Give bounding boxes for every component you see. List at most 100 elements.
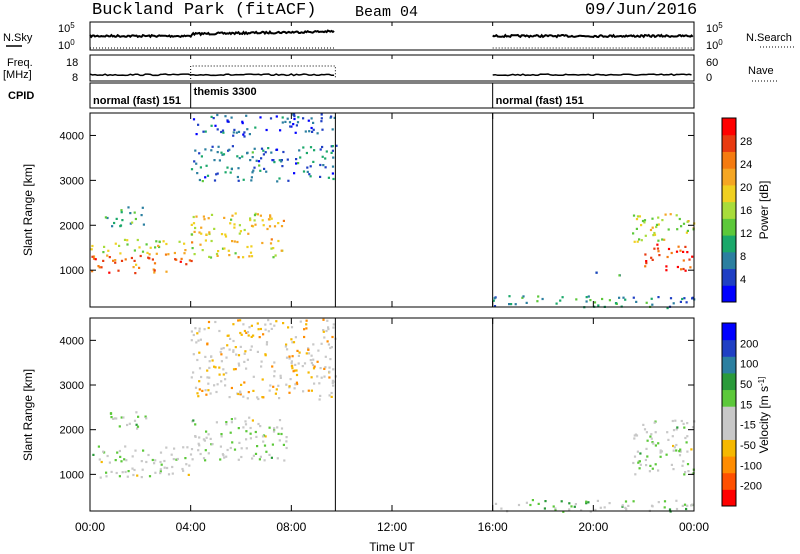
echo-cell [278, 419, 282, 422]
echo-cell [237, 179, 240, 182]
echo-cell [320, 342, 323, 345]
echo-cell [194, 435, 197, 438]
echo-cell [239, 345, 242, 348]
echo-cell [192, 419, 195, 422]
echo-cell [596, 499, 599, 502]
cpid-panel: CPID normal (fast) 151 themis 3300 normal … [8, 82, 695, 109]
echo-cell [651, 467, 654, 470]
echo-cell [179, 260, 182, 263]
echo-cell [119, 252, 122, 255]
echo-cell [115, 471, 118, 475]
echo-cell [159, 470, 162, 473]
echo-cell [187, 473, 190, 476]
echo-cell [237, 167, 240, 170]
echo-cell [250, 255, 254, 258]
echo-cell [645, 260, 648, 263]
echo-cell [250, 345, 253, 348]
echo-cell [195, 133, 198, 136]
echo-cell [216, 128, 219, 131]
echo-cell [214, 124, 217, 127]
echo-cell [269, 242, 273, 245]
echo-cell [136, 427, 139, 430]
echo-cell [247, 391, 250, 394]
echo-cell [651, 441, 654, 444]
echo-cell [185, 263, 188, 266]
echo-cell [295, 381, 298, 384]
echo-cell [259, 214, 262, 217]
echo-cell [632, 500, 635, 503]
echo-cell [277, 384, 280, 387]
echo-cell [267, 218, 271, 221]
echo-cell [120, 211, 123, 214]
echo-cell [192, 353, 195, 356]
power-echo-layer [90, 113, 696, 310]
echo-cell [303, 335, 306, 339]
echo-cell [645, 262, 648, 265]
echo-cell [200, 155, 203, 158]
echo-cell [126, 243, 129, 246]
echo-cell [500, 507, 503, 510]
echo-cell [233, 226, 236, 229]
echo-cell [240, 383, 243, 386]
echo-cell [636, 240, 639, 243]
echo-cell [649, 228, 653, 232]
echo-cell [127, 206, 130, 209]
echo-cell [279, 374, 282, 377]
echo-cell [153, 269, 156, 272]
x-tick-label: 20:00 [578, 520, 608, 534]
echo-cell [627, 504, 630, 507]
echo-cell [191, 458, 194, 461]
echo-cell [181, 467, 184, 471]
echo-cell [525, 501, 528, 504]
echo-cell [290, 362, 293, 365]
echo-cell [281, 116, 284, 119]
echo-cell [493, 297, 496, 300]
echo-cell [223, 247, 226, 250]
echo-cell [237, 362, 240, 365]
echo-cell [185, 463, 188, 466]
echo-cell [142, 449, 145, 452]
echo-cell [243, 131, 246, 134]
echo-cell [657, 216, 660, 219]
echo-cell [296, 121, 300, 124]
echo-cell [238, 232, 241, 235]
echo-cell [205, 233, 208, 236]
echo-cell [227, 149, 230, 152]
echo-cell [207, 326, 210, 330]
echo-cell [328, 394, 331, 397]
echo-cell [306, 170, 309, 173]
echo-cell [204, 355, 207, 358]
echo-cell [672, 429, 676, 432]
echo-cell [672, 449, 675, 452]
freq-tick-bottom: 8 [72, 72, 78, 84]
echo-cell [220, 347, 223, 350]
echo-cell [245, 430, 248, 433]
echo-cell [632, 232, 635, 235]
echo-cell [164, 253, 168, 256]
echo-cell [191, 241, 194, 244]
echo-cell [102, 251, 105, 254]
echo-cell [639, 463, 642, 466]
colorbar-swatch [722, 151, 736, 169]
echo-cell [685, 301, 688, 304]
echo-cell [244, 420, 247, 423]
echo-cell [218, 366, 221, 369]
echo-cell [239, 230, 242, 233]
echo-cell [250, 176, 253, 179]
echo-cell [90, 248, 93, 251]
echo-cell [654, 431, 657, 434]
echo-cell [268, 453, 271, 456]
echo-cell [675, 449, 678, 452]
echo-cell [240, 455, 243, 459]
echo-cell [114, 261, 117, 264]
echo-cell [136, 474, 139, 477]
echo-cell [309, 146, 313, 149]
colorbar-swatch [722, 285, 736, 303]
echo-cell [245, 367, 248, 370]
echo-cell [248, 133, 251, 136]
echo-cell [229, 171, 232, 174]
echo-cell [561, 296, 564, 299]
echo-cell [282, 322, 285, 325]
echo-cell [599, 506, 602, 509]
echo-cell [220, 380, 223, 383]
